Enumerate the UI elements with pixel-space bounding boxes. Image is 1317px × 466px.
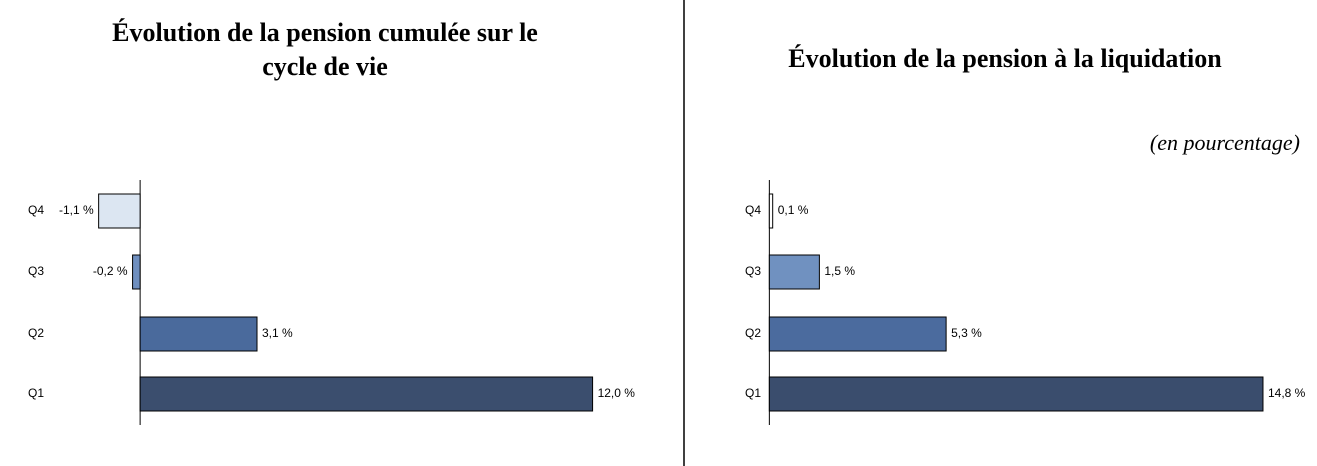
bar	[768, 254, 820, 290]
value-label: 0,1 %	[778, 203, 809, 217]
category-label: Q3	[28, 264, 44, 278]
bar	[98, 193, 141, 229]
bar	[132, 254, 141, 290]
category-label: Q4	[28, 203, 44, 217]
category-label: Q1	[745, 386, 761, 400]
category-label: Q2	[28, 326, 44, 340]
value-label: 12,0 %	[598, 386, 636, 400]
bar	[768, 376, 1264, 412]
category-label: Q3	[745, 264, 761, 278]
bar	[768, 316, 947, 352]
category-label: Q1	[28, 386, 44, 400]
value-label: 5,3 %	[951, 326, 982, 340]
bar	[139, 316, 258, 352]
value-label: -0,2 %	[93, 264, 128, 278]
bar	[139, 376, 594, 412]
value-label: 14,8 %	[1268, 386, 1306, 400]
category-label: Q2	[745, 326, 761, 340]
value-label: -1,1 %	[59, 203, 94, 217]
value-label: 1,5 %	[824, 264, 855, 278]
bar	[768, 193, 774, 229]
chart-title: Évolution de la pension cumulée sur le c…	[112, 18, 538, 81]
value-label: 3,1 %	[262, 326, 293, 340]
chart-subtitle: (en pourcentage)	[1149, 130, 1300, 155]
chart-title: Évolution de la pension à la liquidation	[788, 44, 1222, 73]
category-label: Q4	[745, 203, 761, 217]
